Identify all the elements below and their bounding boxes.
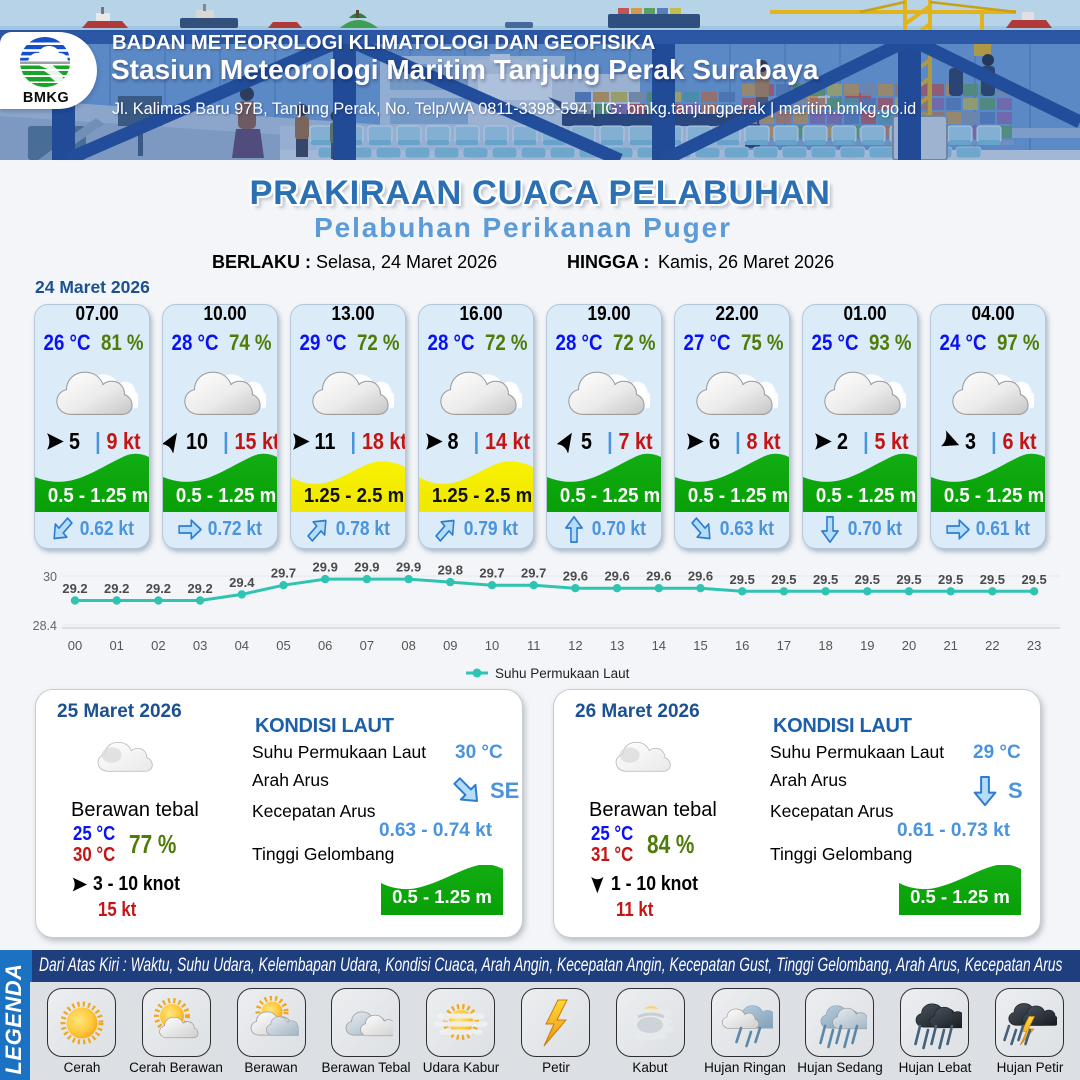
svg-text:08: 08 xyxy=(401,638,415,653)
svg-text:00: 00 xyxy=(68,638,82,653)
svg-text:29.6: 29.6 xyxy=(646,569,671,584)
svg-text:03: 03 xyxy=(193,638,207,653)
svg-text:10: 10 xyxy=(485,638,499,653)
svg-text:11: 11 xyxy=(527,638,541,653)
svg-text:30: 30 xyxy=(43,570,57,584)
svg-text:29.5: 29.5 xyxy=(730,572,755,587)
svg-text:17: 17 xyxy=(777,638,791,653)
svg-text:15: 15 xyxy=(693,638,707,653)
svg-text:14: 14 xyxy=(652,638,666,653)
svg-text:13: 13 xyxy=(610,638,624,653)
svg-text:29.6: 29.6 xyxy=(563,569,588,584)
svg-text:Suhu Permukaan Laut: Suhu Permukaan Laut xyxy=(495,666,630,681)
svg-text:29.9: 29.9 xyxy=(354,560,379,575)
svg-text:29.5: 29.5 xyxy=(938,572,963,587)
svg-text:19: 19 xyxy=(860,638,874,653)
svg-text:29.5: 29.5 xyxy=(813,572,838,587)
svg-text:01: 01 xyxy=(109,638,123,653)
svg-text:16: 16 xyxy=(735,638,749,653)
svg-text:29.7: 29.7 xyxy=(271,566,296,581)
svg-text:23: 23 xyxy=(1027,638,1041,653)
svg-text:18: 18 xyxy=(818,638,832,653)
svg-text:29.8: 29.8 xyxy=(438,563,463,578)
svg-text:12: 12 xyxy=(568,638,582,653)
svg-text:29.2: 29.2 xyxy=(187,581,212,596)
svg-text:20: 20 xyxy=(902,638,916,653)
svg-text:29.5: 29.5 xyxy=(896,572,921,587)
svg-text:29.5: 29.5 xyxy=(771,572,796,587)
svg-text:28.4: 28.4 xyxy=(33,619,57,633)
svg-text:06: 06 xyxy=(318,638,332,653)
svg-text:04: 04 xyxy=(235,638,249,653)
svg-text:29.5: 29.5 xyxy=(980,572,1005,587)
svg-text:05: 05 xyxy=(276,638,290,653)
svg-text:29.4: 29.4 xyxy=(229,575,255,590)
svg-text:29.6: 29.6 xyxy=(604,569,629,584)
svg-text:02: 02 xyxy=(151,638,165,653)
svg-text:22: 22 xyxy=(985,638,999,653)
svg-text:09: 09 xyxy=(443,638,457,653)
svg-text:07: 07 xyxy=(360,638,374,653)
svg-text:29.7: 29.7 xyxy=(479,566,504,581)
svg-text:29.2: 29.2 xyxy=(62,581,87,596)
svg-text:21: 21 xyxy=(943,638,957,653)
svg-text:29.6: 29.6 xyxy=(688,569,713,584)
svg-text:29.9: 29.9 xyxy=(396,560,421,575)
svg-text:29.9: 29.9 xyxy=(313,560,338,575)
svg-text:29.7: 29.7 xyxy=(521,566,546,581)
svg-text:29.2: 29.2 xyxy=(104,581,129,596)
svg-text:29.5: 29.5 xyxy=(855,572,880,587)
svg-text:29.5: 29.5 xyxy=(1021,572,1046,587)
svg-text:29.2: 29.2 xyxy=(146,581,171,596)
